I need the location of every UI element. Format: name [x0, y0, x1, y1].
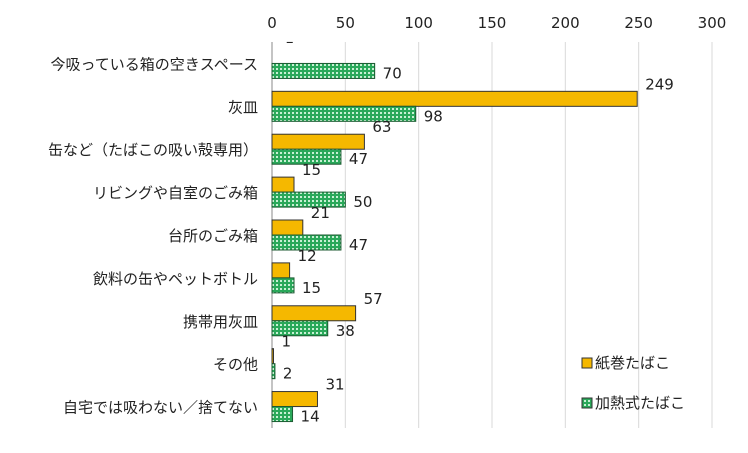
bar-heated	[271, 277, 295, 294]
legend-label: 紙巻たばこ	[595, 354, 670, 372]
bar-cigarette	[271, 133, 365, 150]
data-label: 15	[302, 279, 321, 297]
x-tick-label: 100	[404, 14, 433, 32]
bar-cigarette	[271, 176, 295, 193]
category-label: 灰皿	[228, 98, 258, 116]
category-label: 缶など（たばこの吸い殻専用）	[48, 141, 258, 159]
bar-heated	[271, 406, 294, 423]
x-tick-label: 0	[267, 14, 277, 32]
bar-heated	[271, 320, 329, 337]
data-label: 15	[302, 161, 321, 179]
x-tick-label: 50	[336, 14, 355, 32]
data-label: 1	[281, 333, 291, 351]
bar-heated	[271, 363, 276, 380]
data-label: 12	[298, 247, 317, 265]
data-label: –	[286, 32, 294, 50]
category-label: 今吸っている箱の空きスペース	[51, 55, 258, 73]
data-label: 57	[364, 290, 383, 308]
bar-heated	[271, 105, 417, 122]
bar-cigarette	[271, 262, 291, 279]
data-label: 14	[301, 408, 320, 426]
bar-cigarette	[271, 90, 638, 107]
x-tick-label: 150	[478, 14, 507, 32]
x-tick-label: 200	[551, 14, 580, 32]
category-label: 携帯用灰皿	[183, 313, 258, 331]
category-label: リビングや自室のごみ箱	[93, 184, 258, 202]
bar-cigarette	[271, 348, 274, 365]
legend-label: 加熱式たばこ	[595, 394, 685, 412]
data-label: 47	[349, 236, 368, 254]
data-label: 2	[283, 365, 293, 383]
bar-heated	[271, 191, 346, 208]
data-label: 38	[336, 322, 355, 340]
bar-heated	[271, 148, 342, 165]
legend-swatch	[581, 357, 593, 369]
bar-cigarette	[271, 305, 357, 322]
category-label: 自宅では吸わない／捨てない	[63, 399, 258, 417]
data-label: 249	[645, 75, 674, 93]
data-label: 63	[372, 118, 391, 136]
category-label: 飲料の缶やペットボトル	[93, 270, 258, 288]
data-label: 31	[325, 376, 344, 394]
data-label: 21	[311, 204, 330, 222]
bar-cigarette	[271, 219, 304, 236]
bar-cigarette	[271, 391, 318, 408]
data-label: 70	[383, 64, 402, 82]
data-label: 50	[353, 193, 372, 211]
category-label: その他	[213, 356, 258, 374]
x-tick-label: 250	[624, 14, 653, 32]
data-label: 98	[424, 107, 443, 125]
bar-heated	[271, 234, 342, 251]
legend-swatch	[581, 397, 593, 409]
x-tick-label: 300	[698, 14, 727, 32]
category-label: 台所のごみ箱	[168, 227, 258, 245]
data-label: 47	[349, 150, 368, 168]
bar-heated	[271, 62, 376, 79]
